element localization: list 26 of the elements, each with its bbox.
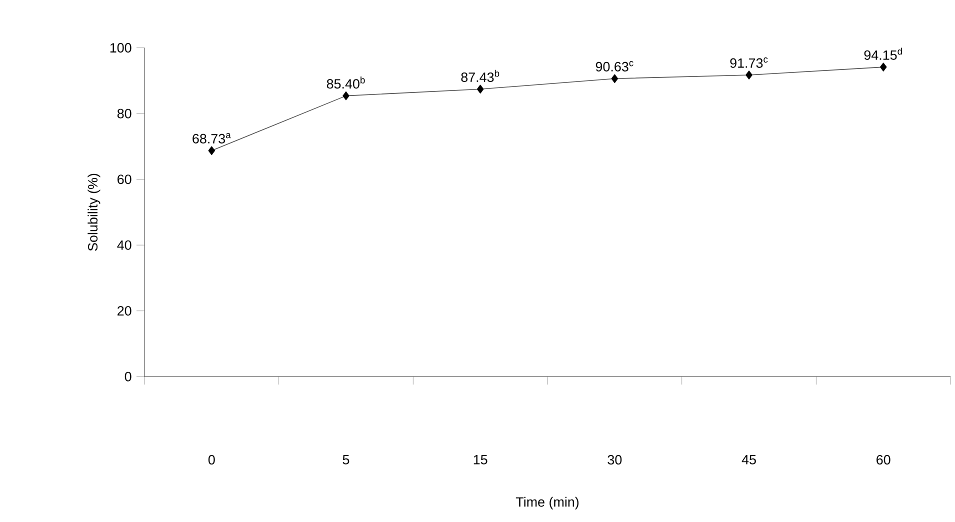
x-tick-label: 5 — [342, 455, 350, 464]
x-tick-label: 0 — [208, 454, 215, 465]
point — [208, 146, 216, 155]
point — [880, 62, 887, 72]
x-tick-label: 45 — [742, 455, 756, 464]
y-axis-title: Solubility (%) — [88, 174, 100, 251]
data-label: 91.73$^{c}$ — [730, 57, 768, 68]
data-label: 90.63$^{c}$ — [596, 61, 634, 72]
data-label: 85.40$^{b}$ — [326, 76, 365, 89]
point — [746, 70, 752, 80]
data-label: 94.15$^{d}$ — [864, 48, 902, 60]
x-tick-label: 60 — [876, 454, 890, 465]
data-label: 68.73$^{a}$ — [192, 133, 231, 144]
y-tick-label: 40 — [117, 240, 132, 250]
point — [476, 84, 484, 94]
y-tick-label: 0 — [124, 372, 132, 382]
x-tick-label: 15 — [474, 455, 488, 464]
point — [342, 91, 350, 100]
x-tick-label: 30 — [608, 454, 622, 465]
y-tick-label: 60 — [118, 174, 132, 184]
x-axis-title: Time (min) — [516, 496, 579, 510]
y-tick-label: 100 — [110, 43, 132, 53]
y-tick-label: 80 — [117, 108, 132, 118]
point — [611, 74, 618, 83]
y-tick-label: 20 — [118, 306, 132, 316]
data-label: 87.43$^{b}$ — [461, 70, 500, 82]
